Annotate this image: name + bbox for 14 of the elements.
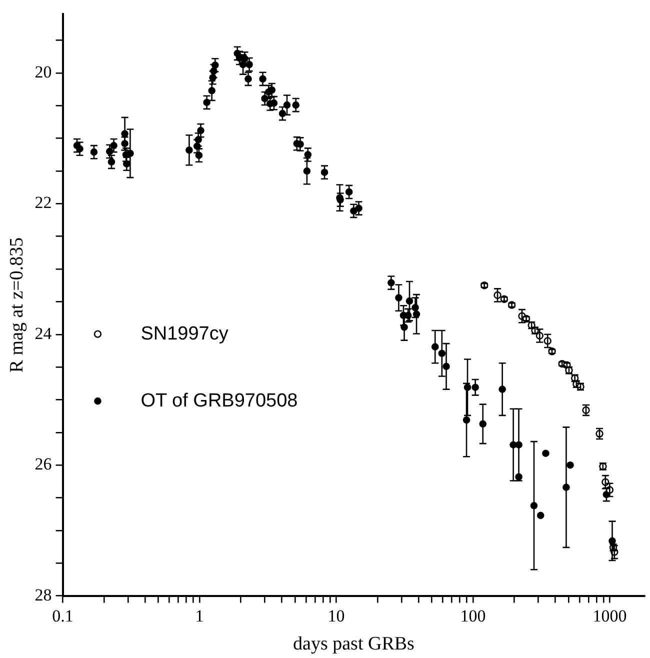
legend-label: OT of GRB970508 xyxy=(140,390,298,412)
y-tick-label: 26 xyxy=(34,454,52,474)
x-axis-title: days past GRBs xyxy=(293,634,414,655)
x-tick-label: 10 xyxy=(328,606,345,626)
x-tick-label: 1000 xyxy=(592,606,627,626)
x-tick-label: 0.1 xyxy=(52,606,74,626)
x-tick-label: 1 xyxy=(195,606,204,626)
y-tick-label: 20 xyxy=(34,62,52,82)
x-tick-label: 100 xyxy=(460,606,486,626)
legend-label: SN1997cy xyxy=(140,323,229,344)
y-axis-title: R mag at z=0.835 xyxy=(6,237,28,373)
y-tick-label: 22 xyxy=(34,193,52,212)
y-tick-label: 24 xyxy=(34,324,52,343)
y-tick-label: 28 xyxy=(34,585,52,604)
